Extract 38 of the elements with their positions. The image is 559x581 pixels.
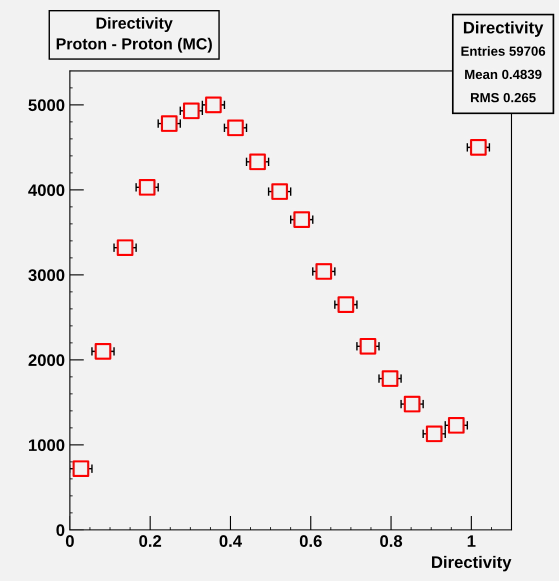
x-tick-label: 0.6 (300, 535, 322, 547)
y-tick-label: 3000 (28, 269, 64, 282)
point (138, 179, 156, 196)
point (72, 460, 90, 477)
point (227, 120, 244, 136)
point (293, 211, 310, 228)
point (160, 115, 178, 132)
point (360, 338, 376, 355)
point (382, 370, 398, 387)
y-tick-label: 0 (56, 524, 64, 536)
x-tick-label: 0.8 (380, 535, 402, 547)
x-tick-label: 0.4 (220, 535, 242, 547)
point (315, 263, 332, 280)
point (448, 416, 465, 434)
chart-subtitle: Proton - Proton (MC) (56, 38, 212, 53)
y-tick-label: 1000 (28, 439, 64, 452)
point (182, 102, 200, 120)
text: Directivity (464, 21, 544, 37)
y-tick-label: 5000 (28, 99, 64, 112)
x-axis-title: Directivity (432, 556, 512, 572)
point (249, 154, 266, 170)
point (338, 296, 354, 313)
y-tick-label: 4000 (28, 184, 64, 196)
point (271, 183, 288, 200)
x-tick-label: 0.2 (139, 535, 162, 547)
y-tick-label: 2000 (28, 354, 64, 366)
chart-title: Directivity (96, 17, 173, 32)
point (116, 239, 134, 256)
annotation: RMS 0.265 (470, 92, 536, 102)
point (94, 343, 112, 360)
annotation: Mean 0.4839 (465, 70, 542, 80)
point (426, 425, 443, 442)
text: Entries 59706 (461, 46, 546, 56)
point (470, 139, 487, 156)
x-tick-label: 1 (468, 535, 476, 547)
point (404, 396, 420, 412)
x-tick-label: 0 (66, 535, 74, 547)
point (205, 96, 222, 114)
